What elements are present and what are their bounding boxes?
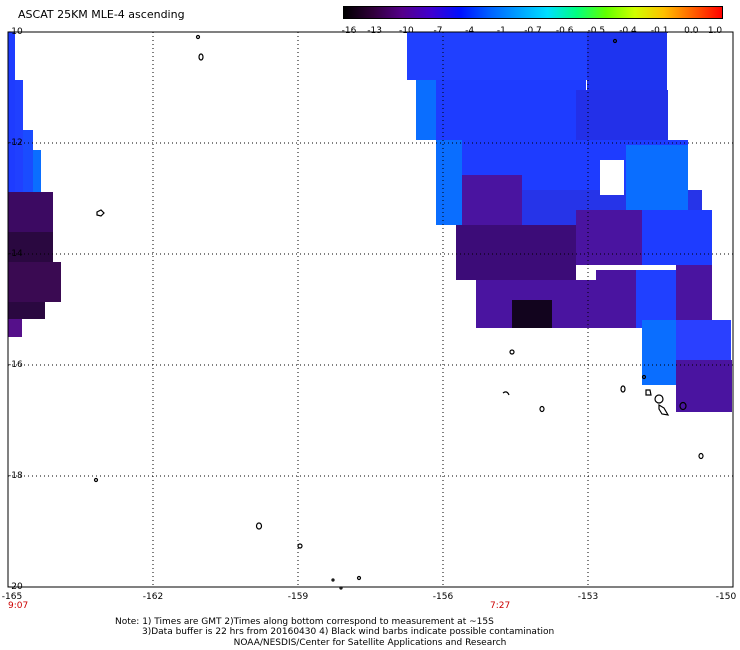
mle-cell [587,32,667,92]
graticule [8,32,733,587]
mle-cell [8,319,22,337]
island [198,53,204,61]
credit: NOAA/NESDIS/Center for Satellite Applica… [233,638,507,648]
island [698,452,704,460]
island [509,349,515,355]
island [658,403,670,416]
mle-cell [23,130,33,192]
lon-label: -153 [577,592,599,602]
mle-cell [15,80,23,192]
mle-cell [596,270,636,328]
island [331,578,335,582]
island [96,209,105,217]
island [255,522,263,530]
lon-label: -165 [1,592,23,602]
mle-cell [416,80,436,140]
colorbar-tick: -0.6 [555,26,574,36]
mle-cell [416,80,586,140]
note-line-1: Note: 1) Times are GMT 2)Times along bot… [115,617,494,627]
mle-cell [8,232,53,262]
mle-cell [642,320,676,385]
mle-cell [436,140,462,225]
map-frame [7,31,734,588]
mle-cell [676,360,732,412]
mle-cell [512,300,552,328]
mle-cell [576,210,642,265]
map-title: ASCAT 25KM MLE-4 ascending [18,8,185,21]
islands [93,34,704,590]
mle-cell [8,302,45,319]
colorbar [343,6,723,19]
island [93,477,99,483]
lon-label: -150 [715,592,737,602]
colorbar-tick: -16 [341,26,357,36]
mle-cell [600,160,624,195]
note-line-2: 3)Data buffer is 22 hrs from 20160430 4)… [142,627,555,637]
island [645,389,652,396]
island [612,38,618,44]
lon-label: -159 [287,592,309,602]
island [356,575,362,581]
island [654,394,664,404]
pass-time: 7:27 [490,601,511,611]
island [539,405,545,413]
mle-swaths [8,32,732,412]
mle-cell [676,320,731,360]
mle-cell [576,90,668,145]
mle-cell [8,192,53,232]
pass-time: 9:07 [8,601,29,611]
mle-cell [642,210,712,265]
mle-cell [33,150,41,192]
colorbar-tick: -0.7 [524,26,542,36]
colorbar-tick: -0.4 [619,26,637,36]
colorbar-tick: 0.0 [684,26,699,36]
colorbar-tick: 1.0 [707,26,723,36]
island [679,401,687,411]
colorbar-tick: -0.5 [587,26,606,36]
lon-label: -156 [432,592,454,602]
lon-label: -162 [142,592,164,602]
mle-cell [8,32,15,192]
mle-cell [8,262,61,302]
colorbar-tick: -0.1 [650,26,669,36]
colorbar-tick: -13 [367,26,383,36]
colorbar-tick: -10 [398,26,414,36]
island [195,34,201,40]
island [502,391,510,396]
colorbar-tick: -4 [465,26,475,36]
notes: Note: 1) Times are GMT 2)Times along bot… [115,617,554,637]
island [641,374,647,380]
lat-label: -20 [8,582,23,592]
lat-label: -10 [8,27,23,37]
island [339,586,343,590]
lat-label: -12 [8,138,23,148]
mle-cell [407,32,587,80]
island [297,543,303,549]
colorbar-tick: -1 [496,26,506,36]
lat-label: -18 [8,471,23,481]
colorbar-tick: -7 [433,26,443,36]
lat-label: -16 [8,360,23,370]
lat-label: -14 [8,249,23,259]
mle-cell [462,175,522,225]
island [620,385,626,393]
mle-cell [676,265,712,325]
mle-cell [456,225,576,280]
mle-cell [626,145,688,210]
